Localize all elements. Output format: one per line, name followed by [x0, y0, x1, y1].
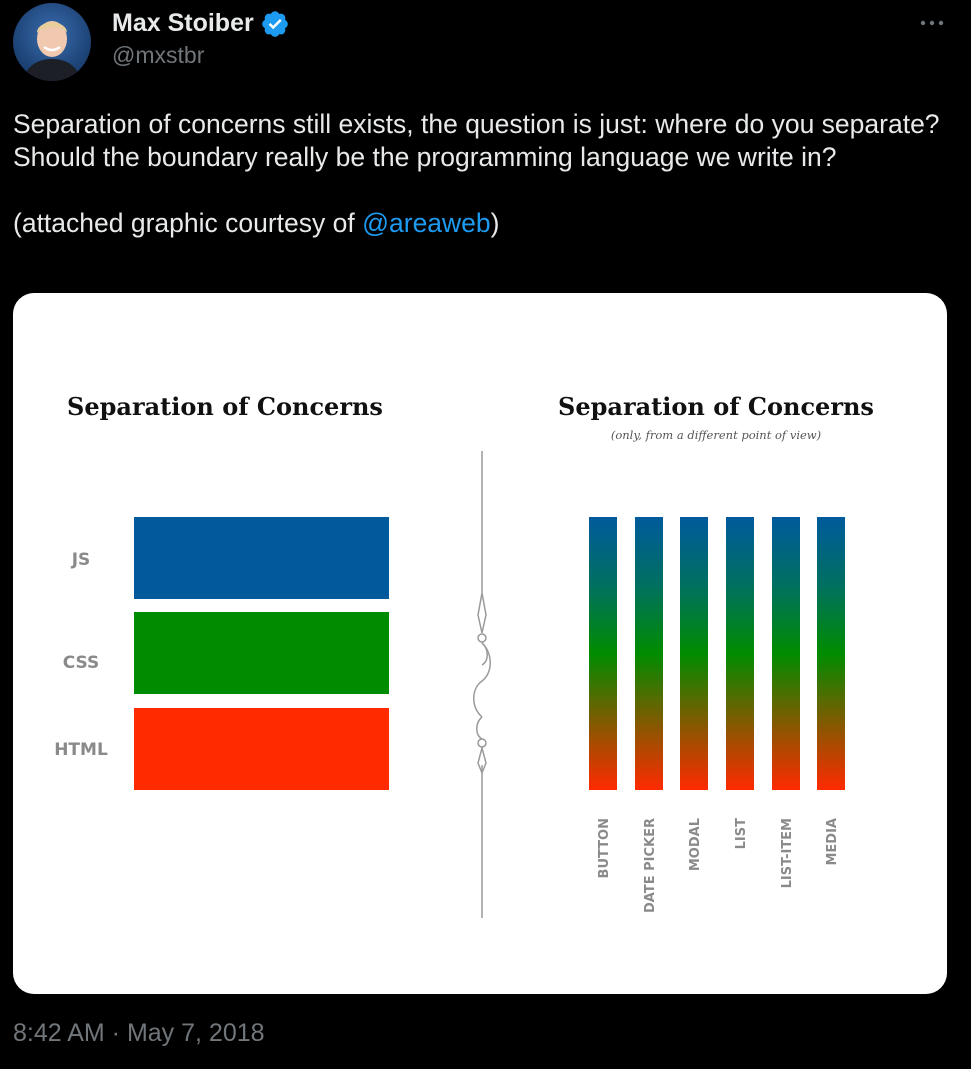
html-layer [134, 708, 389, 790]
list-item-column [772, 517, 800, 790]
ornamental-divider [473, 451, 491, 918]
ellipsis-icon[interactable] [917, 8, 947, 38]
date-picker-column [635, 517, 663, 790]
author-name[interactable]: Max Stoiber [112, 9, 254, 37]
tweet-paragraph-2: (attached graphic courtesy of @areaweb) [13, 207, 943, 240]
profile-photo-icon [13, 3, 91, 81]
list-column [726, 517, 754, 790]
mention-link[interactable]: @areaweb [362, 208, 491, 238]
tweet-timestamp[interactable]: 8:42 AM · May 7, 2018 [13, 1019, 265, 1047]
component-columns [589, 517, 845, 790]
attached-graphic[interactable]: Separation of Concerns JS CSS HTML Separ… [13, 293, 947, 994]
list-label: LIST [734, 818, 749, 849]
list-item-label: LIST-ITEM [780, 818, 795, 888]
modal-column [680, 517, 708, 790]
tweet-text: Separation of concerns still exists, the… [13, 108, 943, 240]
button-label: BUTTON [597, 818, 612, 878]
modal-label: MODAL [688, 818, 703, 871]
css-layer [134, 612, 389, 694]
tweet-text-suffix: ) [490, 208, 500, 238]
css-label: CSS [63, 653, 100, 673]
component-labels: BUTTON DATE PICKER MODAL LIST LIST-ITEM … [597, 818, 840, 913]
verified-badge-icon [262, 11, 288, 37]
right-title: Separation of Concerns [558, 392, 874, 421]
html-label: HTML [54, 740, 108, 760]
tweet-paragraph-1: Separation of concerns still exists, the… [13, 109, 940, 172]
js-layer [134, 517, 389, 599]
separation-of-concerns-graphic: Separation of Concerns JS CSS HTML Separ… [54, 392, 874, 918]
right-subtitle: (only, from a different point of view) [611, 428, 821, 442]
media-label: MEDIA [825, 818, 840, 866]
button-column [589, 517, 617, 790]
media-column [817, 517, 845, 790]
date-picker-label: DATE PICKER [643, 818, 658, 913]
avatar[interactable] [13, 3, 91, 81]
author-handle[interactable]: @mxstbr [112, 42, 205, 68]
left-title: Separation of Concerns [67, 392, 383, 421]
js-label: JS [71, 550, 91, 570]
tweet-text-prefix: (attached graphic courtesy of [13, 208, 363, 238]
layer-group: JS CSS HTML [54, 517, 389, 790]
